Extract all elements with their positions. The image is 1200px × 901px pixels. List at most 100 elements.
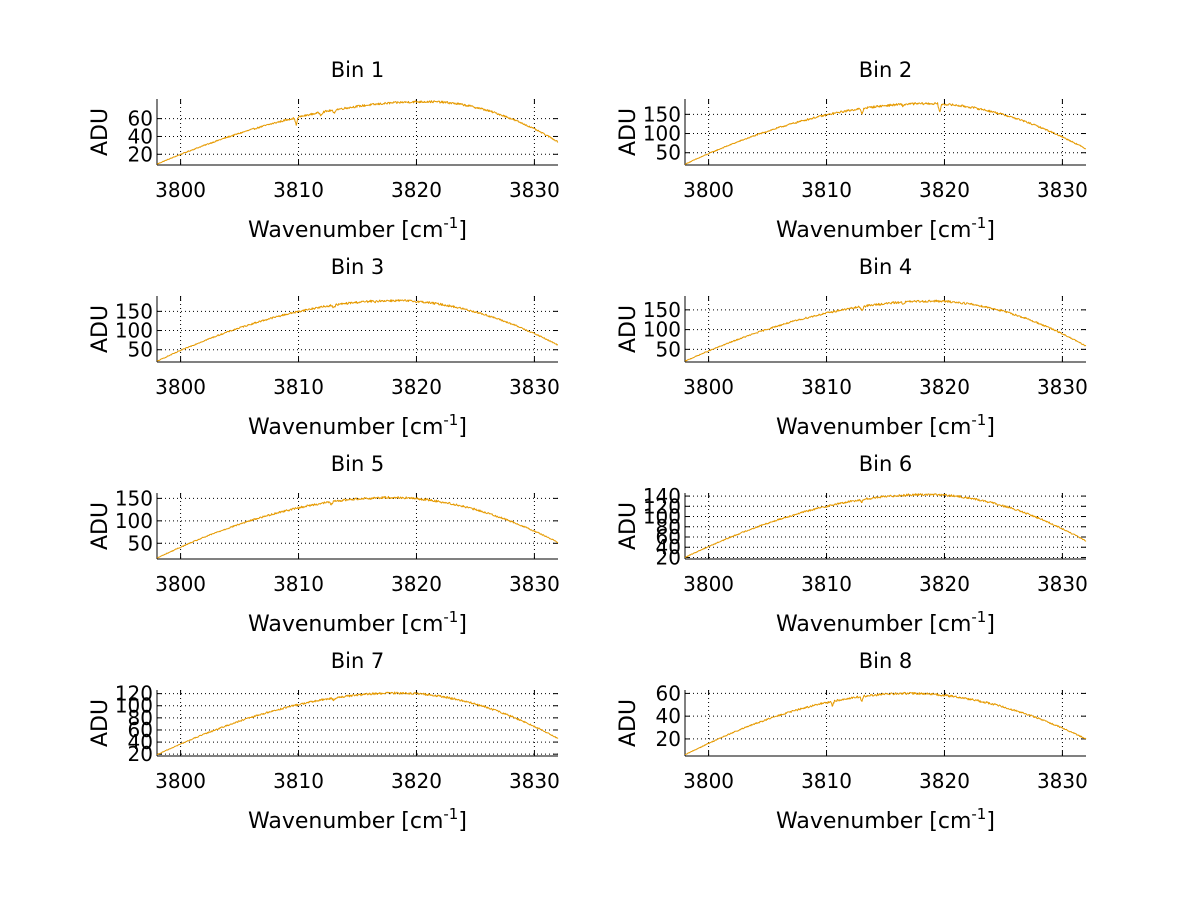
x-axis-label: Wavenumber [cm-1] xyxy=(248,214,467,243)
data-series-line xyxy=(156,100,559,165)
y-tick-label: 20 xyxy=(656,727,681,751)
x-axis-label-superscript: -1 xyxy=(443,805,458,823)
x-axis-label-text: Wavenumber [cm xyxy=(776,809,971,834)
x-axis-label-superscript: -1 xyxy=(443,608,458,626)
x-axis-label-superscript: -1 xyxy=(971,411,986,429)
x-tick-label: 3800 xyxy=(155,375,206,399)
chart-title: Bin 5 xyxy=(331,452,385,476)
y-tick-label: 20 xyxy=(128,142,153,166)
x-axis-label: Wavenumber [cm-1] xyxy=(248,805,467,834)
y-tick-label: 50 xyxy=(128,531,153,555)
x-axis-label-superscript: -1 xyxy=(971,608,986,626)
x-axis-label: Wavenumber [cm-1] xyxy=(776,805,995,834)
y-axis-label: ADU xyxy=(616,502,641,550)
y-tick-label: 100 xyxy=(115,694,153,718)
x-tick-label: 3830 xyxy=(509,178,560,202)
y-tick-label: 20 xyxy=(128,742,153,766)
y-tick-label: 100 xyxy=(115,509,153,533)
x-tick-label: 3820 xyxy=(919,178,970,202)
x-tick-label: 3800 xyxy=(155,178,206,202)
x-axis-label-text: Wavenumber [cm xyxy=(248,218,443,243)
y-axis-label: ADU xyxy=(88,699,113,747)
x-tick-label: 3830 xyxy=(509,572,560,596)
y-tick-label: 50 xyxy=(128,338,153,362)
x-tick-label: 3800 xyxy=(683,375,734,399)
y-tick-label: 80 xyxy=(128,706,153,730)
y-axis-label: ADU xyxy=(88,305,113,353)
x-axis-label-text: Wavenumber [cm xyxy=(776,612,971,637)
x-axis-label-superscript: -1 xyxy=(443,411,458,429)
x-tick-label: 3820 xyxy=(919,769,970,793)
data-series-line xyxy=(156,691,559,755)
x-tick-label: 3800 xyxy=(155,572,206,596)
y-tick-label: 140 xyxy=(643,484,681,508)
x-axis-label: Wavenumber [cm-1] xyxy=(776,608,995,637)
x-tick-label: 3810 xyxy=(273,769,324,793)
data-series-line xyxy=(684,691,1087,756)
x-tick-label: 3820 xyxy=(919,375,970,399)
data-series-line xyxy=(156,299,558,362)
y-axis-label: ADU xyxy=(88,108,113,156)
data-series-line xyxy=(684,102,1087,165)
x-axis-label-tail: ] xyxy=(986,809,995,834)
y-axis-label: ADU xyxy=(88,502,113,550)
y-tick-label: 60 xyxy=(656,525,681,549)
chart-title: Bin 6 xyxy=(859,452,913,476)
x-tick-label: 3820 xyxy=(391,769,442,793)
x-tick-label: 3830 xyxy=(1037,572,1088,596)
x-axis-label-tail: ] xyxy=(986,218,995,243)
x-tick-label: 3810 xyxy=(801,769,852,793)
x-tick-label: 3810 xyxy=(273,178,324,202)
x-tick-label: 3830 xyxy=(1037,769,1088,793)
y-tick-label: 100 xyxy=(115,319,153,343)
y-tick-label: 40 xyxy=(656,535,681,559)
y-axis-label: ADU xyxy=(616,699,641,747)
x-axis-label-tail: ] xyxy=(458,809,467,834)
x-tick-label: 3820 xyxy=(391,572,442,596)
x-axis-label: Wavenumber [cm-1] xyxy=(776,411,995,440)
y-axis-label: ADU xyxy=(616,108,641,156)
y-tick-label: 60 xyxy=(128,718,153,742)
y-tick-label: 100 xyxy=(643,122,681,146)
x-tick-label: 3810 xyxy=(273,572,324,596)
chart-title: Bin 7 xyxy=(331,649,385,673)
x-axis-label-tail: ] xyxy=(986,415,995,440)
x-axis-label-text: Wavenumber [cm xyxy=(248,415,443,440)
y-axis-label: ADU xyxy=(616,305,641,353)
x-tick-label: 3830 xyxy=(1037,375,1088,399)
x-tick-label: 3830 xyxy=(509,375,560,399)
y-tick-label: 150 xyxy=(643,298,681,322)
x-tick-label: 3810 xyxy=(801,375,852,399)
x-tick-label: 3830 xyxy=(1037,178,1088,202)
y-tick-label: 60 xyxy=(128,107,153,131)
chart-title: Bin 1 xyxy=(331,58,385,82)
x-tick-label: 3800 xyxy=(155,769,206,793)
y-tick-label: 120 xyxy=(643,494,681,518)
x-axis-label-superscript: -1 xyxy=(443,214,458,232)
x-axis-label-text: Wavenumber [cm xyxy=(776,415,971,440)
x-axis-label: Wavenumber [cm-1] xyxy=(248,608,467,637)
y-tick-label: 80 xyxy=(656,515,681,539)
x-axis-label-tail: ] xyxy=(458,612,467,637)
x-axis-label-tail: ] xyxy=(458,218,467,243)
y-tick-label: 150 xyxy=(115,299,153,323)
y-tick-label: 50 xyxy=(656,141,681,165)
data-series-line xyxy=(157,495,559,559)
data-series-line xyxy=(684,299,1087,362)
y-tick-label: 120 xyxy=(115,682,153,706)
x-tick-label: 3800 xyxy=(683,769,734,793)
x-axis-label-superscript: -1 xyxy=(971,214,986,232)
y-tick-label: 100 xyxy=(643,505,681,529)
x-axis-label-superscript: -1 xyxy=(971,805,986,823)
y-tick-label: 150 xyxy=(115,486,153,510)
data-series-line xyxy=(684,493,1087,558)
x-tick-label: 3820 xyxy=(391,178,442,202)
x-axis-label-tail: ] xyxy=(986,612,995,637)
y-tick-label: 40 xyxy=(656,704,681,728)
